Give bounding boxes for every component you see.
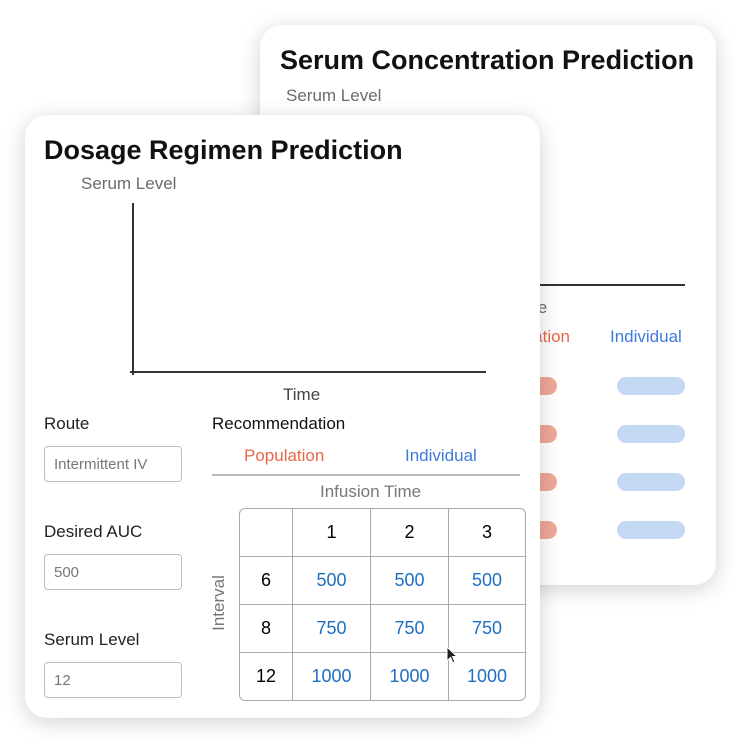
field-label: Route: [44, 414, 90, 433]
pill: [617, 521, 685, 539]
y-axis: [132, 203, 134, 375]
table-value: 750: [371, 605, 449, 653]
divider: [212, 474, 520, 476]
pill: [617, 473, 685, 491]
table-value: 500: [449, 557, 525, 605]
table-cell: [240, 509, 293, 557]
table-value: 1000: [466, 666, 508, 686]
x-axis: [530, 284, 685, 286]
row-label: 8: [240, 605, 293, 653]
field-label: Desired AUC: [44, 522, 143, 541]
y-label: Serum Level: [81, 174, 177, 193]
card-title: Dosage Regimen Prediction: [44, 135, 403, 165]
table-value: 1000: [371, 653, 449, 700]
input[interactable]: 12: [44, 662, 182, 698]
table-value: 500: [371, 557, 449, 605]
table-value: 1000: [293, 653, 371, 700]
pill: [617, 425, 685, 443]
row-label: 6: [240, 557, 293, 605]
x-axis: [130, 371, 486, 373]
front-card: [25, 115, 540, 718]
table-row: 12 1000 1000 1000: [240, 653, 525, 700]
table-value: 750: [449, 605, 525, 653]
row-label: 12: [240, 653, 293, 700]
x-label: Time: [283, 385, 321, 404]
row-header: Interval: [208, 575, 228, 631]
table-value: 750: [293, 605, 371, 653]
table: 1 2 3 6 500 500 500 8 750 750 750 12 1000 1000 1000: [239, 508, 526, 701]
tab[interactable]: Individual: [405, 446, 477, 465]
column-label: 2: [371, 509, 449, 557]
column-label: 3: [449, 509, 525, 557]
card-title: Serum Concentration Prediction: [280, 45, 695, 75]
table-row: 6 500 500 500: [240, 557, 525, 605]
table-row: 8 750 750 750: [240, 605, 525, 653]
section-title: Recommendation: [212, 414, 346, 433]
column-header: Infusion Time: [320, 482, 422, 501]
tab[interactable]: Population: [244, 446, 325, 465]
column-label: 1: [293, 509, 371, 557]
tab[interactable]: Individual: [610, 327, 682, 346]
table-value: 500: [293, 557, 371, 605]
cursor: [446, 646, 459, 664]
y-label: Serum Level: [286, 86, 382, 105]
pill: [617, 377, 685, 395]
input[interactable]: 500: [44, 554, 182, 590]
field-label: Serum Level: [44, 630, 140, 649]
input[interactable]: Intermittent IV: [44, 446, 182, 482]
